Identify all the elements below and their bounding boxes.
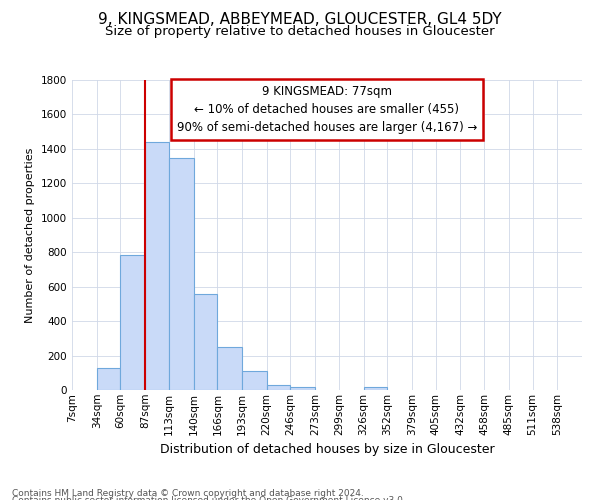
Text: Contains HM Land Registry data © Crown copyright and database right 2024.: Contains HM Land Registry data © Crown c… <box>12 488 364 498</box>
Bar <box>266 385 290 390</box>
Text: Contains public sector information licensed under the Open Government Licence v3: Contains public sector information licen… <box>12 496 406 500</box>
Bar <box>121 255 145 390</box>
Text: 9 KINGSMEAD: 77sqm
← 10% of detached houses are smaller (455)
90% of semi-detach: 9 KINGSMEAD: 77sqm ← 10% of detached hou… <box>177 84 477 134</box>
Bar <box>194 294 217 390</box>
Text: 9, KINGSMEAD, ABBEYMEAD, GLOUCESTER, GL4 5DY: 9, KINGSMEAD, ABBEYMEAD, GLOUCESTER, GL4… <box>98 12 502 28</box>
Bar <box>364 388 388 390</box>
Text: Size of property relative to detached houses in Gloucester: Size of property relative to detached ho… <box>105 25 495 38</box>
Y-axis label: Number of detached properties: Number of detached properties <box>25 148 35 322</box>
Bar <box>169 158 194 390</box>
Bar <box>290 386 315 390</box>
Bar <box>97 368 121 390</box>
Bar <box>217 347 242 390</box>
Bar <box>242 371 266 390</box>
Bar <box>145 142 169 390</box>
X-axis label: Distribution of detached houses by size in Gloucester: Distribution of detached houses by size … <box>160 443 494 456</box>
